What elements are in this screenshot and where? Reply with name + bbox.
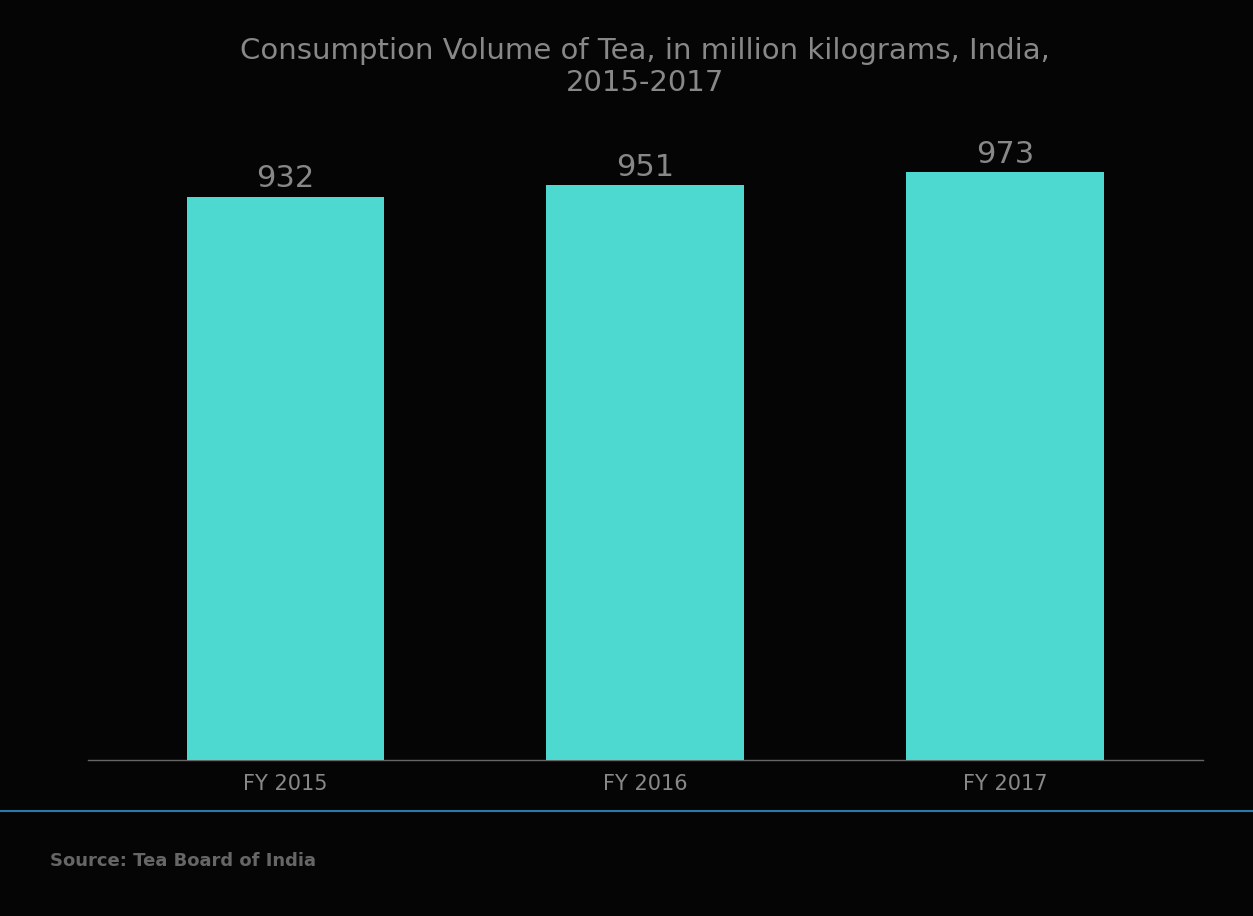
Text: Source: Tea Board of India: Source: Tea Board of India [50, 852, 316, 869]
Text: 932: 932 [257, 165, 315, 193]
Text: 951: 951 [616, 153, 674, 182]
Text: 973: 973 [976, 139, 1034, 169]
Title: Consumption Volume of Tea, in million kilograms, India,
2015-2017: Consumption Volume of Tea, in million ki… [241, 37, 1050, 97]
Bar [546, 185, 744, 760]
Bar [906, 171, 1104, 760]
Bar [187, 197, 385, 760]
